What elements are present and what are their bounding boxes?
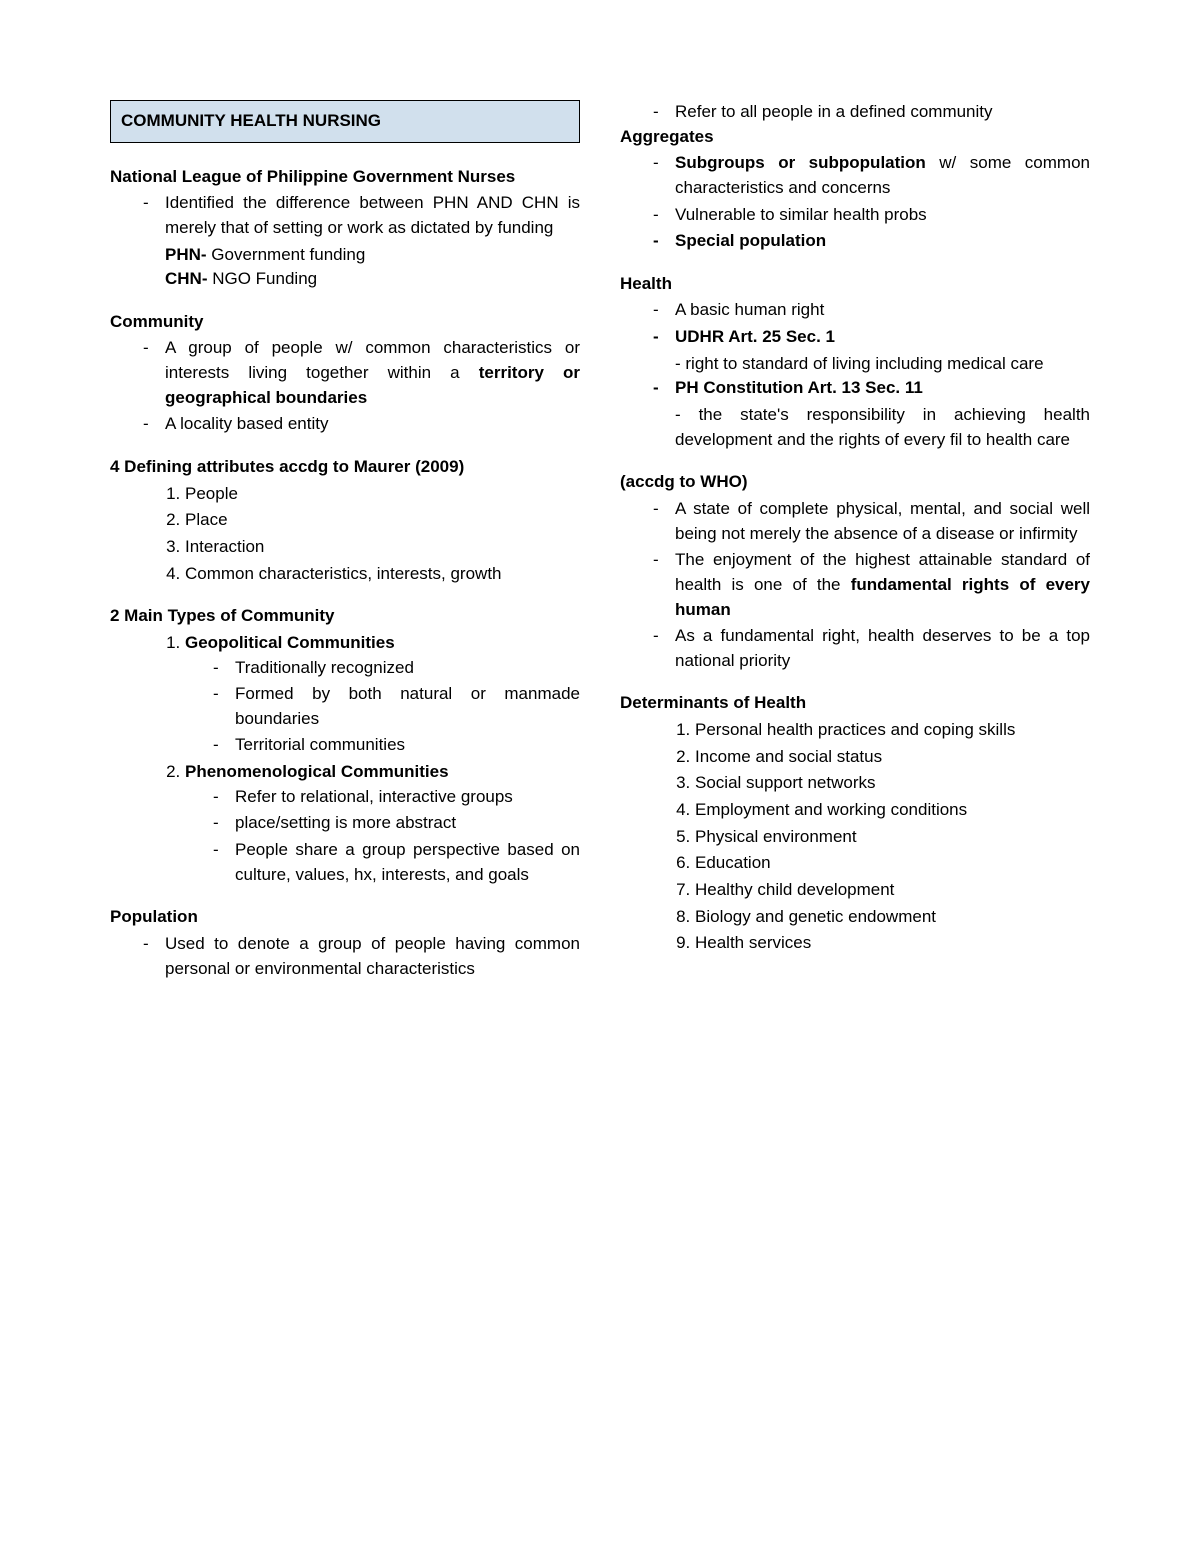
heading-determinants: Determinants of Health xyxy=(620,691,1090,716)
geo-title: Geopolitical Communities xyxy=(185,633,395,652)
list-item: Territorial communities xyxy=(235,733,580,758)
list-item: Formed by both natural or manmade bounda… xyxy=(235,682,580,731)
list-item: PH Constitution Art. 13 Sec. 11 xyxy=(675,376,1090,401)
list-item: place/setting is more abstract xyxy=(235,811,580,836)
udhr-sub: - right to standard of living including … xyxy=(620,352,1090,377)
list-item: Social support networks xyxy=(695,771,1090,796)
phe-sublist: Refer to relational, interactive groups … xyxy=(185,785,580,888)
health-list2: PH Constitution Art. 13 Sec. 11 xyxy=(620,376,1090,401)
list-item: Used to denote a group of people having … xyxy=(165,932,580,981)
list-item: Identified the difference between PHN AN… xyxy=(165,191,580,240)
heading-who: (accdg to WHO) xyxy=(620,470,1090,495)
list-item: Education xyxy=(695,851,1090,876)
text: Identified the difference between PHN AN… xyxy=(165,193,580,237)
aggregates-list: Subgroups or subpopulation w/ some commo… xyxy=(620,151,1090,254)
list-item-phe: Phenomenological Communities Refer to re… xyxy=(185,760,580,887)
heading-maurer: 4 Defining attributes accdg to Maurer (2… xyxy=(110,455,580,480)
heading-types: 2 Main Types of Community xyxy=(110,604,580,629)
list-item: A locality based entity xyxy=(165,412,580,437)
list-item: Interaction xyxy=(185,535,580,560)
list-item: As a fundamental right, health deserves … xyxy=(675,624,1090,673)
list-item: Refer to relational, interactive groups xyxy=(235,785,580,810)
list-item: Place xyxy=(185,508,580,533)
list-item: Biology and genetic endowment xyxy=(695,905,1090,930)
list-item: A basic human right xyxy=(675,298,1090,323)
list-item: Vulnerable to similar health probs xyxy=(675,203,1090,228)
list-item: The enjoyment of the highest attainable … xyxy=(675,548,1090,622)
list-item: Refer to all people in a defined communi… xyxy=(675,100,1090,125)
list-item: A group of people w/ common characterist… xyxy=(165,336,580,410)
doc-title: COMMUNITY HEALTH NURSING xyxy=(121,111,381,130)
phn-label: PHN- xyxy=(165,245,207,264)
title-box: COMMUNITY HEALTH NURSING xyxy=(110,100,580,143)
determinants-list: Personal health practices and coping ski… xyxy=(620,718,1090,956)
list-item: Health services xyxy=(695,931,1090,956)
chn-line: CHN- NGO Funding xyxy=(110,267,580,292)
list-item: UDHR Art. 25 Sec. 1 xyxy=(675,325,1090,350)
chn-label: CHN- xyxy=(165,269,208,288)
list-item: Special population xyxy=(675,229,1090,254)
list-item: Employment and working conditions xyxy=(695,798,1090,823)
list-item: Traditionally recognized xyxy=(235,656,580,681)
heading-community: Community xyxy=(110,310,580,335)
community-list: A group of people w/ common characterist… xyxy=(110,336,580,437)
document-columns: COMMUNITY HEALTH NURSING National League… xyxy=(110,100,1090,981)
phe-title: Phenomenological Communities xyxy=(185,762,449,781)
const-sub: - the state's responsibility in achievin… xyxy=(620,403,1090,452)
list-item: People share a group perspective based o… xyxy=(235,838,580,887)
list-item: Personal health practices and coping ski… xyxy=(695,718,1090,743)
list-item-geo: Geopolitical Communities Traditionally r… xyxy=(185,631,580,758)
list-item: A state of complete physical, mental, an… xyxy=(675,497,1090,546)
list-item: Common characteristics, interests, growt… xyxy=(185,562,580,587)
text-bold: Subgroups or subpopulation xyxy=(675,153,926,172)
types-list: Geopolitical Communities Traditionally r… xyxy=(110,631,580,887)
heading-health: Health xyxy=(620,272,1090,297)
phn-text: Government funding xyxy=(207,245,366,264)
list-item: Subgroups or subpopulation w/ some commo… xyxy=(675,151,1090,200)
chn-text: NGO Funding xyxy=(208,269,318,288)
phn-line: PHN- Government funding xyxy=(110,243,580,268)
maurer-list: People Place Interaction Common characte… xyxy=(110,482,580,587)
heading-population: Population xyxy=(110,905,580,930)
list-item: People xyxy=(185,482,580,507)
list-item: Healthy child development xyxy=(695,878,1090,903)
heading-nlpgn: National League of Philippine Government… xyxy=(110,165,580,190)
list-item: Income and social status xyxy=(695,745,1090,770)
nlpgn-list: Identified the difference between PHN AN… xyxy=(110,191,580,240)
health-list: A basic human right UDHR Art. 25 Sec. 1 xyxy=(620,298,1090,349)
geo-sublist: Traditionally recognized Formed by both … xyxy=(185,656,580,759)
list-item: Physical environment xyxy=(695,825,1090,850)
heading-aggregates: Aggregates xyxy=(620,125,1090,150)
who-list: A state of complete physical, mental, an… xyxy=(620,497,1090,673)
